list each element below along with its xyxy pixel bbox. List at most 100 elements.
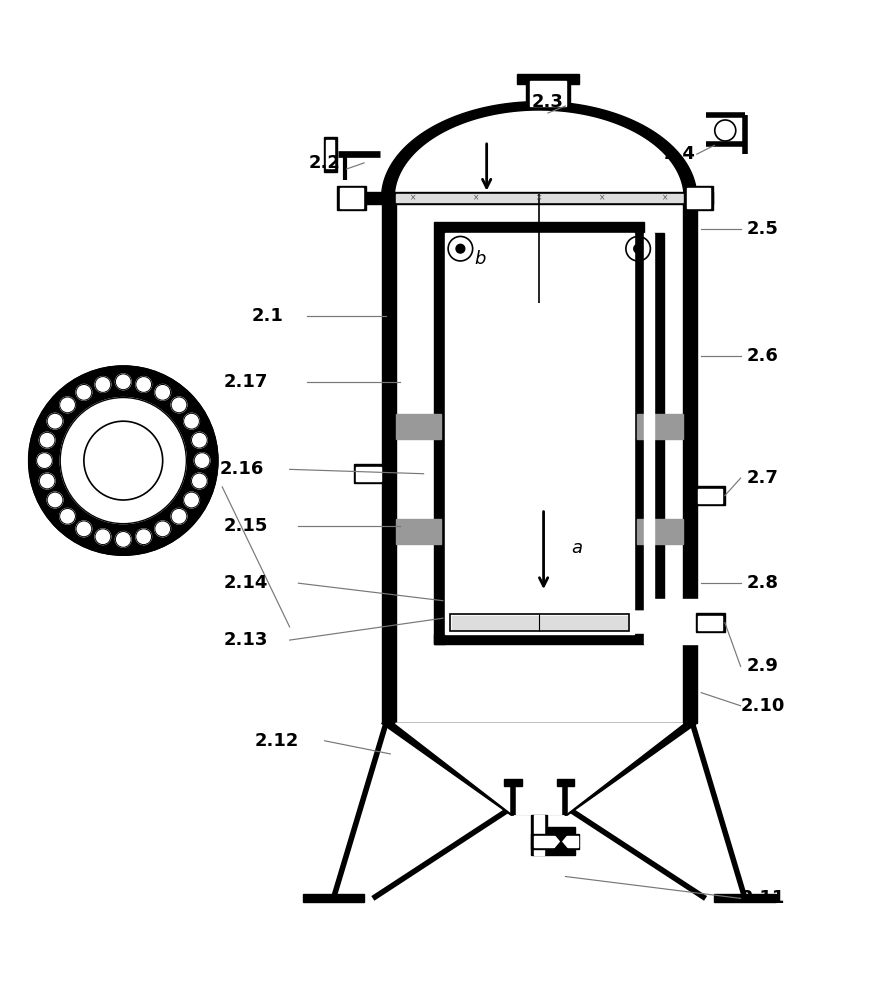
Polygon shape [683, 198, 697, 723]
Polygon shape [540, 616, 627, 630]
Polygon shape [634, 233, 645, 609]
Circle shape [155, 521, 170, 537]
Circle shape [37, 453, 53, 468]
Bar [450, 614, 629, 631]
Polygon shape [638, 414, 683, 439]
Polygon shape [547, 827, 575, 833]
Circle shape [76, 521, 92, 537]
Circle shape [155, 384, 170, 400]
Text: a: a [571, 539, 582, 557]
Circle shape [136, 529, 152, 545]
Polygon shape [396, 198, 683, 723]
Polygon shape [634, 599, 665, 609]
Text: 2.10: 2.10 [740, 697, 785, 715]
Polygon shape [696, 613, 724, 632]
Polygon shape [452, 616, 538, 630]
Polygon shape [445, 233, 634, 634]
Polygon shape [434, 222, 645, 233]
Polygon shape [381, 102, 697, 198]
Polygon shape [698, 616, 722, 630]
Text: ×: × [536, 193, 542, 202]
Text: 2.5: 2.5 [746, 220, 779, 238]
Circle shape [29, 366, 217, 555]
Polygon shape [553, 831, 570, 852]
Text: 2.4: 2.4 [663, 145, 695, 163]
Polygon shape [366, 192, 713, 204]
Polygon shape [684, 186, 713, 210]
Polygon shape [324, 137, 337, 172]
Polygon shape [534, 815, 545, 855]
Text: ×: × [410, 193, 417, 202]
Polygon shape [715, 894, 775, 902]
Text: 2.6: 2.6 [746, 347, 779, 365]
Text: 2.3: 2.3 [532, 93, 564, 111]
Circle shape [183, 492, 199, 508]
Circle shape [39, 473, 55, 489]
Polygon shape [557, 779, 574, 786]
Polygon shape [396, 194, 683, 202]
Polygon shape [450, 614, 629, 631]
Polygon shape [381, 723, 697, 815]
Circle shape [47, 413, 63, 429]
Polygon shape [340, 188, 363, 208]
Polygon shape [698, 489, 722, 503]
Circle shape [84, 421, 162, 500]
Polygon shape [530, 81, 567, 106]
Text: 2.7: 2.7 [746, 469, 779, 487]
Circle shape [456, 244, 465, 253]
Circle shape [116, 532, 132, 547]
Circle shape [183, 413, 199, 429]
Circle shape [61, 398, 186, 524]
Text: 2.9: 2.9 [746, 657, 779, 675]
Polygon shape [531, 834, 580, 849]
Polygon shape [353, 464, 382, 483]
Polygon shape [338, 186, 366, 210]
Text: 2.15: 2.15 [224, 517, 268, 535]
Text: 2.8: 2.8 [746, 574, 779, 592]
Polygon shape [326, 140, 334, 168]
Text: 2.2: 2.2 [309, 154, 340, 172]
Polygon shape [645, 233, 654, 599]
Polygon shape [396, 111, 683, 198]
Circle shape [76, 384, 92, 400]
Text: 2.11: 2.11 [740, 889, 785, 907]
Polygon shape [504, 779, 522, 786]
Polygon shape [434, 233, 445, 644]
Circle shape [171, 508, 187, 524]
Polygon shape [531, 815, 547, 855]
Polygon shape [396, 519, 441, 544]
Circle shape [136, 377, 152, 392]
Text: ×: × [599, 193, 605, 202]
Polygon shape [381, 198, 396, 723]
Polygon shape [356, 467, 381, 481]
Text: 2.12: 2.12 [254, 732, 299, 750]
Circle shape [95, 377, 111, 392]
Polygon shape [396, 723, 683, 815]
Polygon shape [654, 233, 665, 609]
Polygon shape [396, 414, 441, 439]
Polygon shape [534, 836, 578, 847]
Circle shape [47, 492, 63, 508]
Text: 2.1: 2.1 [252, 307, 283, 325]
Circle shape [95, 529, 111, 545]
Text: ×: × [662, 193, 668, 202]
Text: ×: × [473, 193, 480, 202]
Text: 2.14: 2.14 [224, 574, 268, 592]
Circle shape [634, 244, 643, 253]
Polygon shape [517, 74, 579, 84]
Polygon shape [547, 850, 575, 855]
Polygon shape [638, 519, 683, 544]
Polygon shape [645, 599, 709, 644]
Circle shape [60, 397, 75, 413]
Polygon shape [434, 634, 645, 644]
Polygon shape [687, 188, 710, 208]
Polygon shape [696, 486, 724, 505]
Text: 2.17: 2.17 [224, 373, 268, 391]
Circle shape [191, 432, 207, 448]
Circle shape [39, 432, 55, 448]
Circle shape [171, 397, 187, 413]
Text: 2.13: 2.13 [224, 631, 268, 649]
Text: b: b [474, 250, 486, 268]
Polygon shape [303, 894, 364, 902]
Circle shape [191, 473, 207, 489]
